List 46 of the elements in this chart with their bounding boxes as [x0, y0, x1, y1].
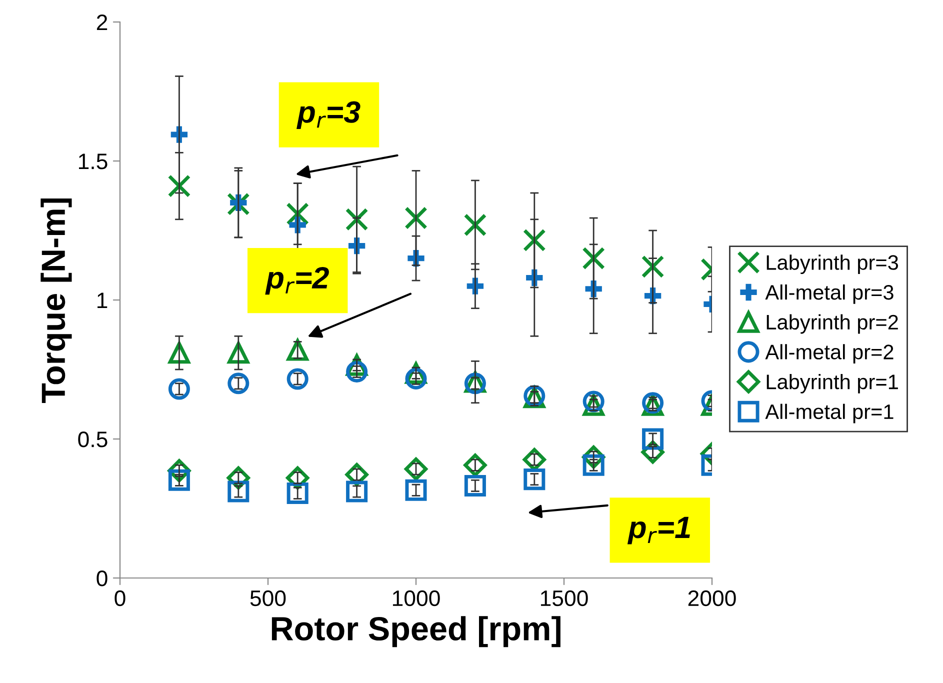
point	[346, 480, 368, 502]
y-axis-title: Torque [N-m]	[40, 198, 72, 404]
legend-label: All-metal pr=1	[765, 404, 894, 424]
x-tick-label: 1000	[392, 590, 440, 606]
point	[522, 228, 546, 252]
point	[404, 457, 428, 481]
y-tick-label: 0	[96, 570, 108, 586]
point	[286, 368, 308, 390]
x-axis-title: Rotor Speed [rpm]	[272, 616, 560, 648]
legend-label: Labyrinth pr=2	[766, 314, 898, 334]
point	[582, 454, 604, 476]
legend-label: All-metal pr=3	[765, 284, 894, 304]
point	[405, 479, 427, 501]
y-tick-label: 1.5	[79, 154, 108, 170]
legend-label: Labyrinth pr=1	[766, 374, 898, 394]
point	[286, 202, 310, 226]
point	[168, 174, 191, 198]
annotation: p$_{r}$=1	[627, 516, 690, 544]
point	[226, 192, 250, 216]
point	[405, 368, 427, 390]
point	[286, 482, 308, 504]
legend-label: All-metal pr=2	[765, 344, 894, 364]
point	[464, 474, 486, 496]
point	[168, 469, 190, 491]
annotation: p$_{r}$=2	[265, 266, 329, 295]
legend-label: Labyrinth pr=3	[766, 254, 898, 274]
x-tick-label: 1500	[540, 590, 588, 606]
point	[168, 378, 190, 400]
x-tick-label: 2000	[688, 590, 736, 606]
annotation: p$_{r}$=3	[296, 101, 360, 129]
point	[404, 206, 428, 230]
point	[524, 468, 546, 490]
point	[642, 428, 664, 450]
point	[228, 480, 250, 502]
x-tick-label: 500	[250, 590, 286, 606]
y-tick-label: 2	[96, 14, 108, 30]
point	[641, 255, 664, 278]
point	[346, 360, 368, 382]
x-tick-label: 0	[114, 590, 126, 606]
y-tick-label: 1	[98, 292, 108, 308]
y-tick-label: 0.5	[78, 432, 108, 448]
point	[286, 339, 308, 361]
point	[464, 454, 487, 477]
point	[228, 372, 250, 394]
point	[582, 246, 606, 270]
point	[464, 213, 487, 236]
